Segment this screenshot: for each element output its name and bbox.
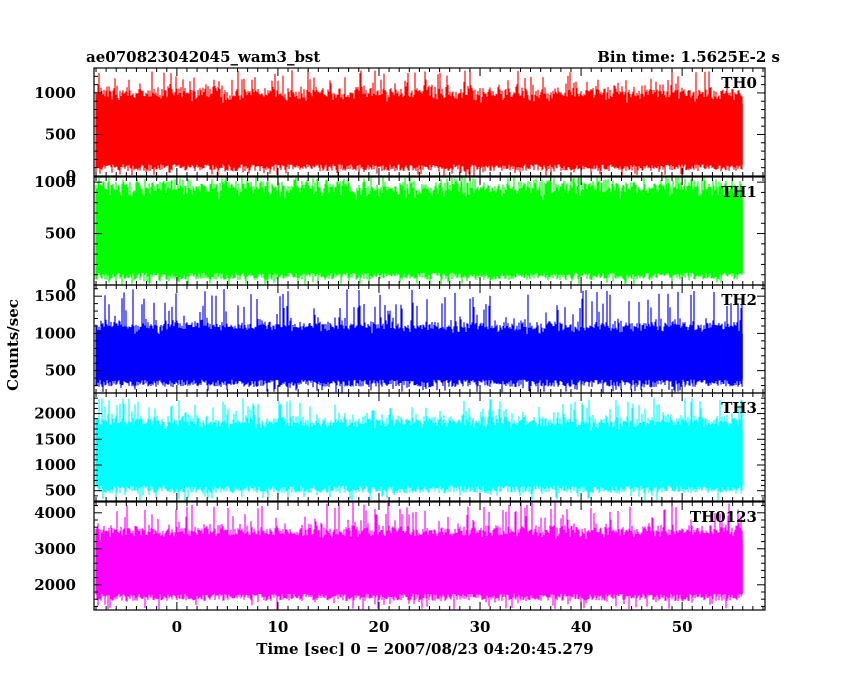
y-tick-label: 1500	[34, 430, 76, 448]
y-tick-label: 2000	[34, 576, 76, 594]
panel-th2: TH2 500 1000 1500	[34, 284, 766, 394]
y-tick-label: 2000	[34, 405, 76, 423]
panel-label: TH0123	[690, 508, 757, 526]
x-tick-label: 0	[172, 618, 182, 636]
panel-th1: TH1 0 500 1000	[34, 173, 766, 294]
panel-th0123: TH0123 2000 3000 4000	[34, 501, 766, 611]
panel-label: TH3	[721, 399, 757, 417]
panel-label: TH2	[721, 291, 757, 309]
panel-th0: TH0 0 500 1000	[34, 67, 766, 185]
x-axis-label: Time [sec] 0 = 2007/08/23 04:20:45.279	[256, 640, 593, 658]
y-tick-label: 1000	[34, 173, 76, 191]
y-tick-label: 1000	[34, 324, 76, 342]
chart-title-right: Bin time: 1.5625E-2 s	[597, 48, 780, 66]
y-tick-label: 4000	[34, 504, 76, 522]
x-tick-label: 10	[267, 618, 288, 636]
x-tick-label: 30	[470, 618, 491, 636]
y-tick-label: 1000	[34, 456, 76, 474]
chart-title-left: ae070823042045_wam3_bst	[86, 48, 320, 66]
y-tick-label: 500	[45, 125, 76, 143]
y-tick-label: 500	[45, 225, 76, 243]
panels-group: TH005001000TH105001000TH250010001500TH35…	[34, 67, 766, 636]
series-core-th1	[96, 200, 743, 273]
y-tick-label: 500	[45, 482, 76, 500]
x-tick-label: 40	[571, 618, 592, 636]
series-core-th0	[96, 103, 743, 165]
y-tick-label: 0	[66, 276, 76, 294]
y-tick-label: 0	[66, 167, 76, 185]
panel-label: TH1	[721, 183, 757, 201]
x-tick-label: 20	[369, 618, 390, 636]
x-tick-label: 50	[672, 618, 693, 636]
y-tick-label: 3000	[34, 540, 76, 558]
y-tick-label: 1000	[34, 84, 76, 102]
y-axis-label: Counts/sec	[4, 299, 22, 391]
panel-label: TH0	[721, 74, 757, 92]
series-core-th0123	[96, 540, 743, 594]
panel-th3: TH3 500 1000 1500 2000	[34, 392, 766, 502]
series-core-th2	[96, 334, 743, 380]
y-tick-label: 500	[45, 362, 76, 380]
y-tick-label: 1500	[34, 287, 76, 305]
series-core-th3	[96, 430, 743, 486]
